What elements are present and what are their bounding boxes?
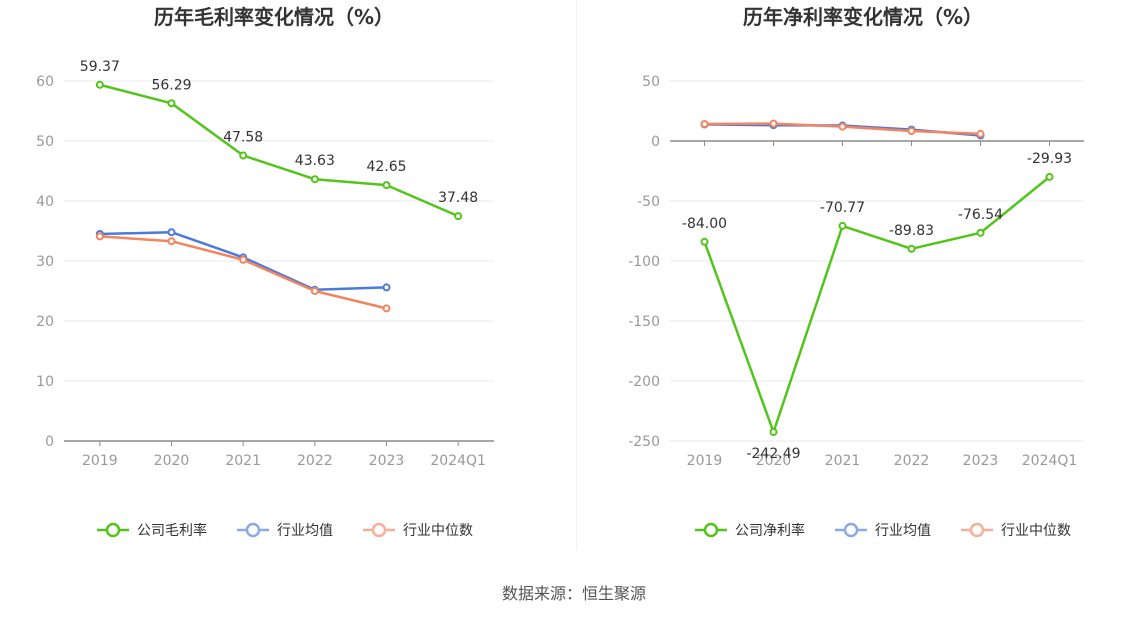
data-point — [1045, 172, 1054, 181]
x-tick-label: 2022 — [297, 453, 333, 469]
data-point — [454, 212, 463, 221]
data-point — [976, 129, 985, 138]
data-label: 43.63 — [295, 153, 335, 169]
x-tick-label: 2019 — [82, 453, 118, 469]
data-point — [95, 80, 104, 89]
legend-label-2: 行业均值 — [875, 523, 931, 539]
y-tick-label: 0 — [45, 434, 54, 450]
y-tick-label: -250 — [628, 434, 660, 450]
y-tick-label: -50 — [637, 194, 660, 210]
y-tick-label: 0 — [651, 134, 660, 150]
data-point — [310, 287, 319, 295]
data-point — [769, 427, 778, 436]
y-tick-label: 10 — [36, 374, 54, 390]
legend-marker-3 — [969, 522, 985, 538]
legend-marker-2 — [843, 522, 859, 538]
data-label: -70.77 — [820, 200, 865, 216]
x-tick-label: 2020 — [756, 453, 792, 469]
series-line-1 — [703, 175, 1051, 434]
data-label: -84.00 — [682, 216, 727, 232]
data-label: -242.49 — [746, 446, 800, 462]
data-source: 数据来源：恒生聚源 — [501, 584, 646, 603]
y-tick-label: 50 — [36, 134, 54, 150]
y-tick-label: 30 — [36, 254, 54, 270]
x-tick-label: 2024Q1 — [430, 453, 486, 469]
data-point — [382, 181, 391, 190]
data-point — [95, 232, 104, 241]
legend-marker-3 — [371, 522, 387, 538]
x-tick-label: 2019 — [687, 453, 723, 469]
chart-title-1: 历年毛利率变化情况（%） — [154, 5, 394, 29]
data-label: 42.65 — [366, 159, 406, 175]
data-point — [167, 99, 176, 108]
data-point — [700, 119, 709, 128]
data-label: 56.29 — [151, 77, 191, 93]
data-point — [167, 237, 176, 246]
x-tick-label: 2020 — [154, 453, 190, 469]
data-point — [382, 304, 391, 313]
data-point — [239, 255, 248, 264]
data-point — [310, 175, 319, 184]
data-point — [838, 122, 847, 131]
data-point — [976, 228, 985, 237]
data-point — [167, 228, 176, 237]
y-tick-label: -150 — [628, 314, 660, 330]
x-tick-label: 2023 — [369, 453, 405, 469]
data-label: 47.58 — [223, 130, 263, 146]
y-tick-label: -200 — [628, 374, 660, 390]
data-point — [382, 283, 391, 292]
panel-divider — [576, 0, 577, 550]
data-label: -29.93 — [1027, 151, 1072, 167]
data-point — [907, 127, 916, 136]
legend-marker-1 — [703, 522, 719, 538]
legend-label-1: 公司毛利率 — [137, 522, 207, 539]
legend-label-3: 行业中位数 — [1001, 523, 1071, 539]
series-line-1 — [99, 83, 459, 218]
data-point — [907, 244, 916, 253]
data-point — [700, 237, 709, 246]
y-tick-label: 40 — [36, 194, 54, 210]
data-point — [239, 151, 248, 160]
data-point — [769, 119, 778, 128]
data-label: -76.54 — [958, 207, 1003, 223]
series-line-3 — [99, 235, 387, 310]
data-label: 37.48 — [438, 190, 478, 206]
y-tick-label: -100 — [628, 254, 660, 270]
data-label: 59.37 — [80, 59, 120, 75]
x-tick-label: 2023 — [963, 453, 999, 469]
chart-title-2: 历年净利率变化情况（%） — [743, 5, 983, 29]
legend-marker-2 — [245, 522, 261, 538]
y-tick-label: 60 — [36, 74, 54, 90]
legend-label-2: 行业均值 — [277, 523, 333, 539]
legend-label-3: 行业中位数 — [403, 523, 473, 539]
x-tick-label: 2024Q1 — [1022, 453, 1078, 469]
data-point — [838, 221, 847, 230]
y-tick-label: 20 — [36, 314, 54, 330]
x-tick-label: 2021 — [825, 453, 861, 469]
y-tick-label: 50 — [642, 74, 660, 90]
legend-label-1: 公司净利率 — [735, 522, 805, 539]
x-tick-label: 2021 — [225, 453, 261, 469]
legend-marker-1 — [105, 522, 121, 538]
data-label: -89.83 — [889, 223, 934, 239]
x-tick-label: 2022 — [894, 453, 930, 469]
